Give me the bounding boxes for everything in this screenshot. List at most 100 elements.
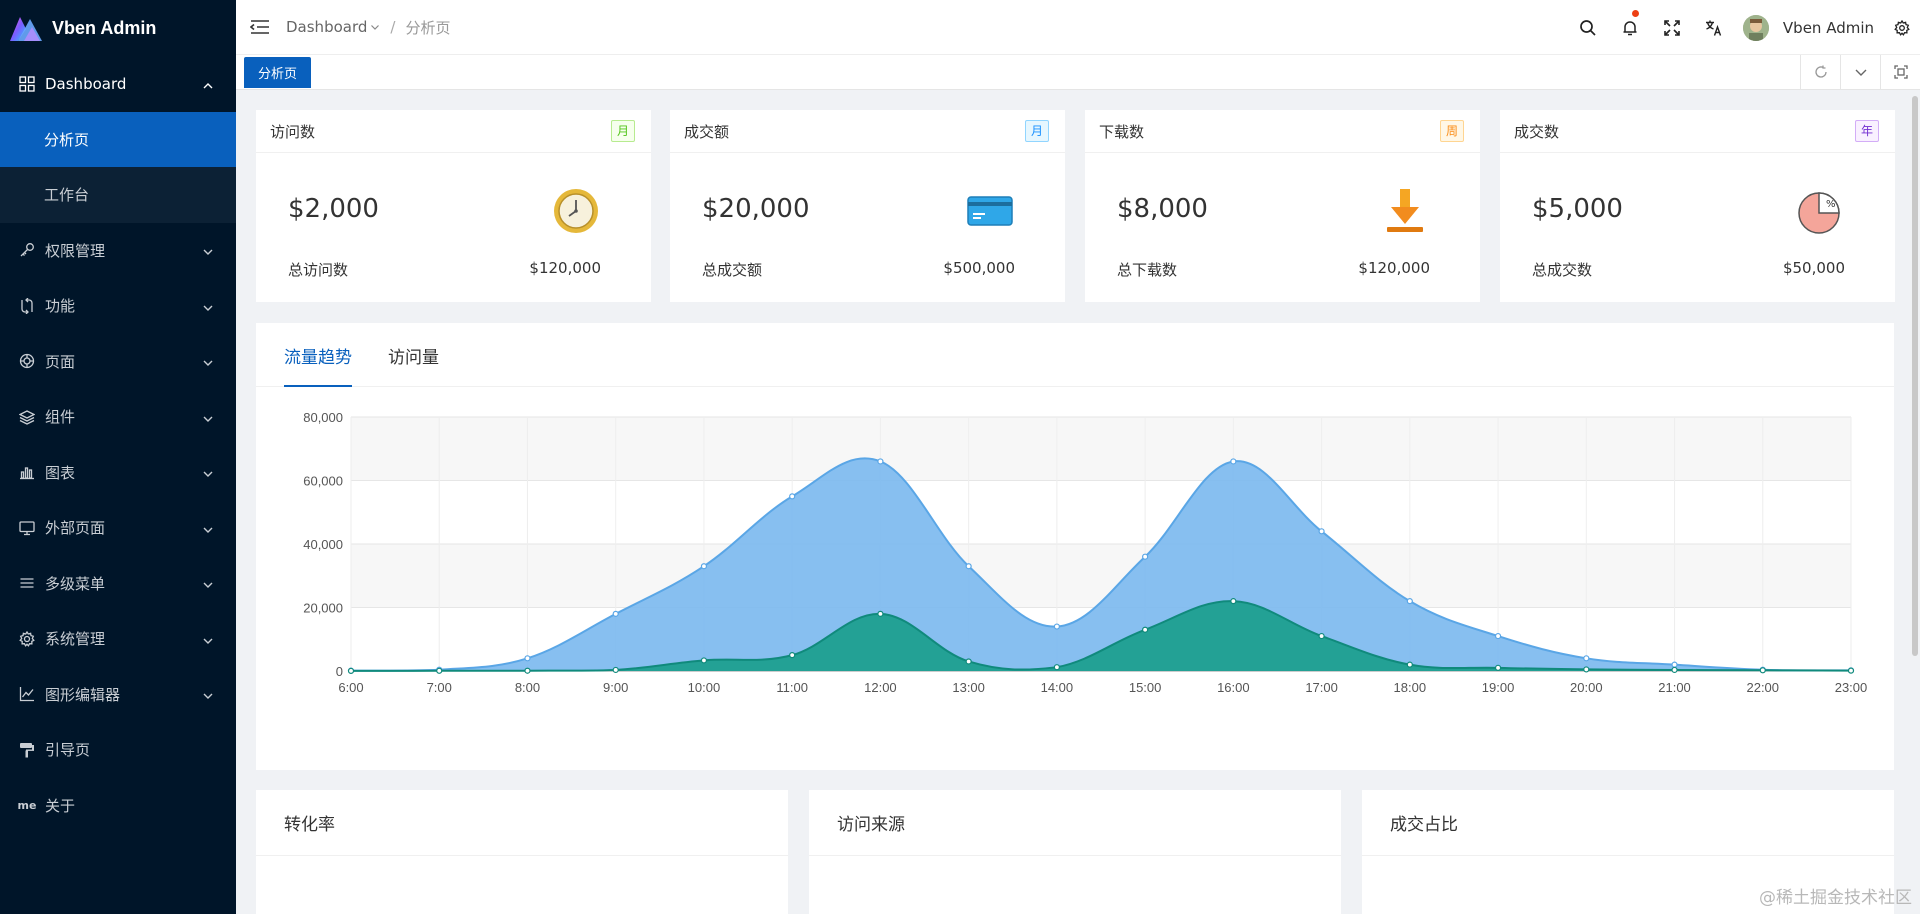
chevron-down-icon bbox=[202, 300, 214, 312]
series-area bbox=[351, 458, 1851, 671]
data-point bbox=[1847, 667, 1855, 674]
sidebar-item-multilevel[interactable]: 多级菜单 bbox=[0, 556, 236, 612]
data-point bbox=[877, 458, 884, 465]
sidebar-item-charts[interactable]: 图表 bbox=[0, 445, 236, 501]
function-icon bbox=[18, 297, 36, 315]
line-chart-icon bbox=[18, 685, 36, 703]
sidebar-item-graph-editor[interactable]: 图形编辑器 bbox=[0, 667, 236, 723]
sidebar-item-guide[interactable]: 引导页 bbox=[0, 722, 236, 778]
stat-value: $8,000 bbox=[1117, 194, 1208, 224]
visit-source-panel: 访问来源 bbox=[809, 790, 1341, 914]
chevron-down-icon[interactable] bbox=[1840, 55, 1880, 89]
chevron-down-icon bbox=[202, 577, 214, 589]
stat-card-visits: 访问数 月 $2,000 总访问数 $120,000 bbox=[256, 110, 651, 302]
sidebar-item-external[interactable]: 外部页面 bbox=[0, 500, 236, 556]
data-point bbox=[347, 667, 355, 674]
breadcrumb: Dashboard / 分析页 bbox=[286, 17, 450, 38]
panel-title: 成交占比 bbox=[1362, 790, 1894, 856]
tab-bar: 分析页 bbox=[236, 55, 1920, 90]
x-tick-label: 16:00 bbox=[1217, 680, 1250, 695]
chevron-down-icon bbox=[202, 244, 214, 256]
stat-total-value: $500,000 bbox=[943, 259, 1015, 277]
expand-icon[interactable] bbox=[1880, 55, 1920, 89]
data-point bbox=[524, 655, 531, 662]
panel-title: 转化率 bbox=[256, 790, 788, 856]
grid-band bbox=[351, 417, 1851, 481]
stat-value: $20,000 bbox=[702, 194, 810, 224]
stat-card-deals: 成交数 年 $5,000 % 总成交数 $50,000 bbox=[1500, 110, 1895, 302]
search-icon[interactable] bbox=[1567, 0, 1609, 55]
sidebar-item-components[interactable]: 组件 bbox=[0, 389, 236, 445]
sidebar-item-function[interactable]: 功能 bbox=[0, 278, 236, 334]
sidebar-item-permission[interactable]: 权限管理 bbox=[0, 223, 236, 279]
y-tick-label: 0 bbox=[336, 664, 343, 679]
stat-title: 下载数 bbox=[1099, 122, 1145, 141]
menu-fold-icon[interactable] bbox=[249, 19, 270, 35]
stat-card-amount: 成交额 月 $20,000 总成交额 $500,000 bbox=[670, 110, 1065, 302]
series-area bbox=[351, 601, 1851, 671]
user-name: Vben Admin bbox=[1782, 18, 1874, 37]
stat-total-value: $120,000 bbox=[529, 259, 601, 277]
y-tick-label: 80,000 bbox=[303, 410, 343, 425]
layers-icon bbox=[18, 408, 36, 426]
data-point bbox=[1583, 655, 1590, 662]
svg-text:%: % bbox=[1826, 199, 1836, 210]
stat-badge: 月 bbox=[1024, 120, 1049, 142]
menu-icon bbox=[18, 574, 36, 592]
data-point bbox=[1583, 666, 1590, 673]
sidebar-item-label: 工作台 bbox=[44, 186, 90, 205]
data-point bbox=[1759, 667, 1766, 674]
stat-total-label: 总成交额 bbox=[702, 261, 763, 279]
sidebar-item-label: Dashboard bbox=[45, 74, 127, 93]
watermark: @稀土掘金技术社区 bbox=[1759, 888, 1912, 908]
x-tick-label: 14:00 bbox=[1041, 680, 1074, 695]
refresh-icon[interactable] bbox=[1800, 55, 1840, 89]
data-point bbox=[1142, 553, 1149, 560]
breadcrumb-root[interactable]: Dashboard bbox=[286, 18, 368, 36]
bell-icon[interactable] bbox=[1609, 0, 1651, 55]
sidebar-item-page[interactable]: 页面 bbox=[0, 334, 236, 390]
data-point bbox=[789, 652, 796, 659]
data-point bbox=[612, 666, 619, 674]
dashboard-submenu: 分析页 工作台 bbox=[0, 111, 236, 223]
sidebar-item-label: 引导页 bbox=[45, 741, 91, 760]
x-tick-label: 21:00 bbox=[1658, 680, 1691, 695]
user-menu[interactable]: Vben Admin bbox=[1735, 14, 1884, 41]
logo[interactable]: Vben Admin bbox=[0, 0, 236, 56]
me-icon: me bbox=[17, 798, 37, 812]
x-tick-label: 12:00 bbox=[864, 680, 897, 695]
sidebar-item-label: 系统管理 bbox=[45, 630, 106, 649]
tab-visits[interactable]: 访问量 bbox=[388, 347, 439, 368]
stat-badge: 月 bbox=[610, 120, 635, 142]
sidebar-item-dashboard[interactable]: Dashboard bbox=[0, 56, 236, 112]
gear-icon bbox=[18, 630, 36, 648]
panel-title: 访问来源 bbox=[809, 790, 1341, 856]
data-point bbox=[524, 667, 531, 674]
settings-gear-icon[interactable] bbox=[1884, 0, 1920, 55]
tab-traffic-trend[interactable]: 流量趋势 bbox=[284, 323, 352, 387]
sidebar-item-workbench[interactable]: 工作台 bbox=[0, 167, 236, 223]
stat-value: $2,000 bbox=[288, 194, 379, 224]
page-scrollbar[interactable] bbox=[1912, 96, 1918, 656]
chevron-up-icon bbox=[202, 78, 214, 90]
sidebar-item-label: 图形编辑器 bbox=[45, 685, 121, 704]
stat-card-downloads: 下载数 周 $8,000 总下载数 $120,000 bbox=[1085, 110, 1480, 302]
tab-analysis[interactable]: 分析页 bbox=[244, 57, 312, 88]
x-tick-label: 19:00 bbox=[1482, 680, 1515, 695]
grid-band bbox=[351, 544, 1851, 608]
x-tick-label: 15:00 bbox=[1129, 680, 1162, 695]
sidebar-item-about[interactable]: me 关于 bbox=[0, 778, 236, 834]
data-point bbox=[1318, 632, 1325, 640]
sidebar-item-analysis[interactable]: 分析页 bbox=[0, 111, 236, 167]
series-line bbox=[350, 600, 1852, 672]
chevron-down-icon bbox=[202, 355, 214, 367]
fullscreen-icon[interactable] bbox=[1651, 0, 1693, 55]
data-point bbox=[1053, 623, 1060, 630]
sidebar-item-label: 组件 bbox=[45, 408, 76, 427]
translate-icon[interactable] bbox=[1693, 0, 1735, 55]
paint-roller-icon bbox=[18, 741, 36, 759]
data-point bbox=[1142, 626, 1149, 633]
chevron-down-icon[interactable] bbox=[370, 22, 380, 32]
pie-percent-icon: % bbox=[1795, 186, 1845, 236]
sidebar-item-system[interactable]: 系统管理 bbox=[0, 611, 236, 667]
